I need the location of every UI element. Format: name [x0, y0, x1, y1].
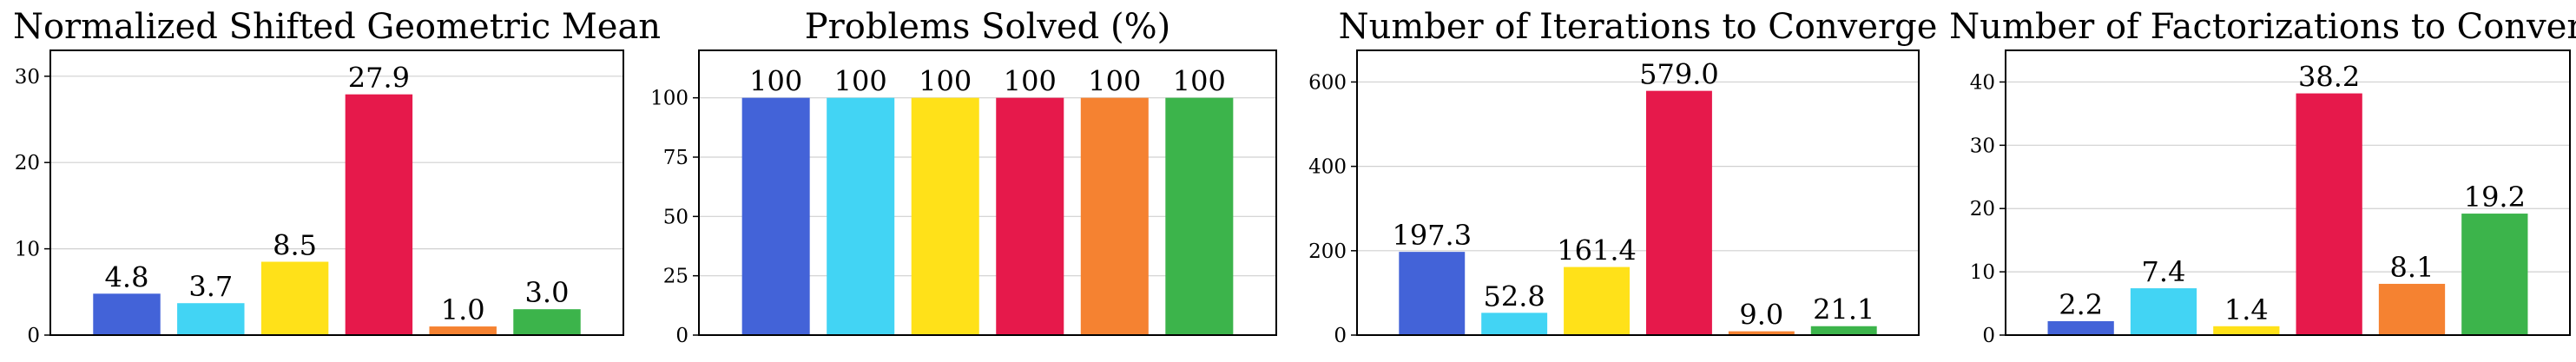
data-label: 161.4 [1557, 234, 1637, 267]
chart-title: Problems Solved (%) [805, 7, 1170, 47]
bar[interactable] [2213, 326, 2280, 335]
data-label: 52.8 [1484, 280, 1545, 313]
bar[interactable] [1564, 267, 1631, 335]
data-label: 100 [919, 65, 972, 98]
y-tick-label: 20 [1970, 198, 1995, 220]
y-tick-label: 30 [15, 66, 40, 89]
bar[interactable] [1810, 326, 1877, 335]
data-label: 3.0 [525, 276, 570, 309]
bar[interactable] [260, 261, 329, 335]
bar[interactable] [741, 97, 810, 336]
y-tick-label: 40 [1970, 71, 1995, 94]
plot-frame [49, 49, 624, 336]
chart-title: Number of Factorizations to Converge [1949, 7, 2576, 47]
bar[interactable] [2378, 283, 2446, 335]
data-label: 27.9 [348, 62, 410, 95]
data-label: 8.5 [273, 229, 317, 262]
data-label: 4.8 [105, 260, 149, 293]
bar[interactable] [827, 97, 895, 336]
data-label: 1.4 [2224, 293, 2269, 326]
plot-frame [2005, 49, 2571, 336]
bar[interactable] [429, 326, 497, 335]
plot-frame [1356, 49, 1920, 336]
y-tick-label: 0 [675, 325, 688, 347]
bar[interactable] [1080, 97, 1149, 336]
y-tick-label: 100 [650, 88, 688, 110]
bar[interactable] [1399, 252, 1466, 335]
data-label: 1.0 [441, 293, 485, 326]
data-label: 100 [1173, 65, 1226, 98]
y-tick-label: 30 [1970, 135, 1995, 157]
bar[interactable] [2130, 288, 2197, 335]
y-tick-label: 0 [1982, 325, 1995, 347]
bar[interactable] [2461, 214, 2528, 335]
bar[interactable] [1645, 90, 1712, 335]
data-label: 579.0 [1639, 58, 1719, 91]
y-tick-label: 10 [15, 239, 40, 261]
data-label: 9.0 [1739, 299, 1783, 332]
bar[interactable] [93, 293, 161, 335]
bar[interactable] [1481, 313, 1548, 335]
bar[interactable] [1165, 97, 1234, 336]
data-label: 19.2 [2464, 181, 2526, 214]
data-label: 100 [1004, 65, 1057, 98]
data-label: 2.2 [2059, 288, 2103, 321]
chart-title: Normalized Shifted Geometric Mean [13, 7, 661, 47]
plot-frame [698, 49, 1277, 336]
bar[interactable] [911, 97, 979, 336]
bar[interactable] [996, 97, 1064, 336]
bar[interactable] [2047, 320, 2114, 335]
y-tick-label: 0 [1334, 325, 1347, 347]
data-label: 8.1 [2390, 251, 2434, 284]
y-tick-label: 600 [1308, 71, 1347, 94]
data-label: 3.7 [188, 270, 233, 303]
data-label: 197.3 [1392, 219, 1472, 252]
data-label: 100 [1088, 65, 1141, 98]
chart-panel-3: 197.3 52.8 161.4 579.0 9.0 21.1 0 200 400 600 Numb… [1308, 7, 1937, 347]
bar[interactable] [1728, 331, 1795, 335]
chart-panel-4: 2.2 7.4 1.4 38.2 8.1 19.2 0 10 20 30 40 Number of F… [1949, 7, 2576, 347]
y-tick-label: 50 [663, 206, 688, 228]
y-tick-label: 75 [663, 147, 688, 169]
data-label: 7.4 [2142, 255, 2186, 288]
bar[interactable] [513, 309, 581, 335]
y-tick-label: 25 [663, 266, 688, 288]
y-tick-label: 400 [1308, 156, 1347, 179]
bar[interactable] [345, 94, 413, 335]
bar[interactable] [2296, 93, 2362, 335]
y-tick-label: 10 [1970, 261, 1995, 284]
chart-panel-1: 4.8 3.7 8.5 27.9 1.0 3.0 0 10 20 30 Normalized Shi… [13, 7, 661, 347]
bar[interactable] [177, 303, 245, 335]
data-label: 21.1 [1813, 293, 1874, 326]
data-label: 38.2 [2298, 61, 2360, 94]
data-label: 100 [749, 65, 802, 98]
y-tick-label: 20 [15, 152, 40, 174]
data-label: 100 [834, 65, 887, 98]
y-tick-label: 200 [1308, 240, 1347, 263]
y-tick-label: 0 [27, 325, 40, 347]
chart-title: Number of Iterations to Converge [1339, 7, 1938, 47]
